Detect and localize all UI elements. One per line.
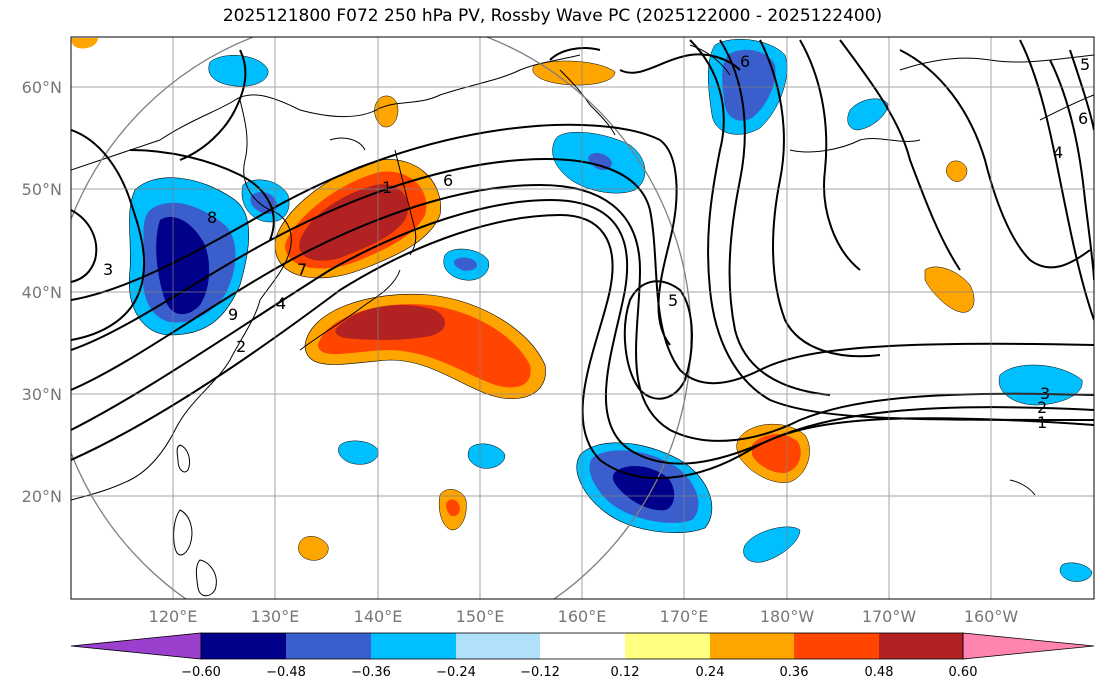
contour-label: 5 [668,291,678,310]
contour-label: 2 [236,337,246,356]
colorbar-tick-label: 0.36 [780,665,809,680]
contour-label-group: 1 2 3 4 5 6 7 8 9 1 2 3 6 4 6 5 [103,52,1090,432]
lon-label-160e: 160°E [558,607,607,626]
contour-label: 6 [1078,109,1088,128]
contour-label: 4 [276,294,286,313]
colorbar-extend-low [70,632,202,660]
lon-label-140e: 140°E [354,607,403,626]
colorbar-segment [371,633,456,659]
map-title: 2025121800 F072 250 hPa PV, Rossby Wave … [222,6,883,26]
contour-label: 8 [207,208,217,227]
colorbar-extend-high [962,632,1095,660]
longitude-axis: 120°E 130°E 140°E 150°E 160°E 170°E 180°… [149,607,1019,626]
colorbar-tick-label: 0.24 [696,665,725,680]
colorbar: −0.60 −0.48 −0.36 −0.24 −0.12 0.12 0.24 … [70,632,1095,680]
contour-label: 7 [297,260,307,279]
colorbar-segment [710,633,794,659]
map-border [70,36,1095,600]
contour-label: 1 [382,178,392,197]
lat-label-30n: 30°N [22,385,62,404]
colorbar-tick-label: −0.60 [181,665,221,680]
lat-label-60n: 60°N [22,78,62,97]
colorbar-tick-label: 0.48 [865,665,894,680]
contour-label: 4 [1053,143,1063,162]
lon-label-150e: 150°E [456,607,505,626]
colorbar-tick-label: 0.12 [611,665,640,680]
lat-label-20n: 20°N [22,487,62,506]
lon-label-120e: 120°E [149,607,198,626]
colorbar-tick-label: −0.24 [436,665,476,680]
lon-label-130e: 130°E [251,607,300,626]
pv-contours [71,39,1094,480]
contour-label: 2 [1037,398,1047,417]
contour-label: 5 [1080,55,1090,74]
contour-label: 1 [1037,413,1047,432]
colorbar-segment [286,633,371,659]
contour-label: 6 [740,52,750,71]
lat-label-40n: 40°N [22,283,62,302]
contour-label: 3 [103,260,113,279]
lon-label-170w: 170°W [862,607,917,626]
colorbar-outline [200,632,964,660]
colorbar-segment [201,633,286,659]
contour-label: 6 [443,171,453,190]
lat-label-50n: 50°N [22,180,62,199]
colorbar-tick-label: 0.60 [949,665,978,680]
lon-label-170e: 170°E [660,607,709,626]
lon-label-180w: 180°W [760,607,815,626]
lon-label-160w: 160°W [964,607,1019,626]
colorbar-segment [794,633,879,659]
latitude-axis: 60°N 50°N 40°N 30°N 20°N [22,78,62,506]
colorbar-tick-label: −0.48 [266,665,306,680]
colorbar-segment [540,633,625,659]
colorbar-tick-label: −0.36 [351,665,391,680]
graticule [71,37,1094,599]
colorbar-tick-label: −0.12 [520,665,560,680]
contour-label: 9 [228,305,238,324]
colorbar-segment [879,633,963,659]
colorbar-segment [625,633,710,659]
colorbar-segment [456,633,540,659]
